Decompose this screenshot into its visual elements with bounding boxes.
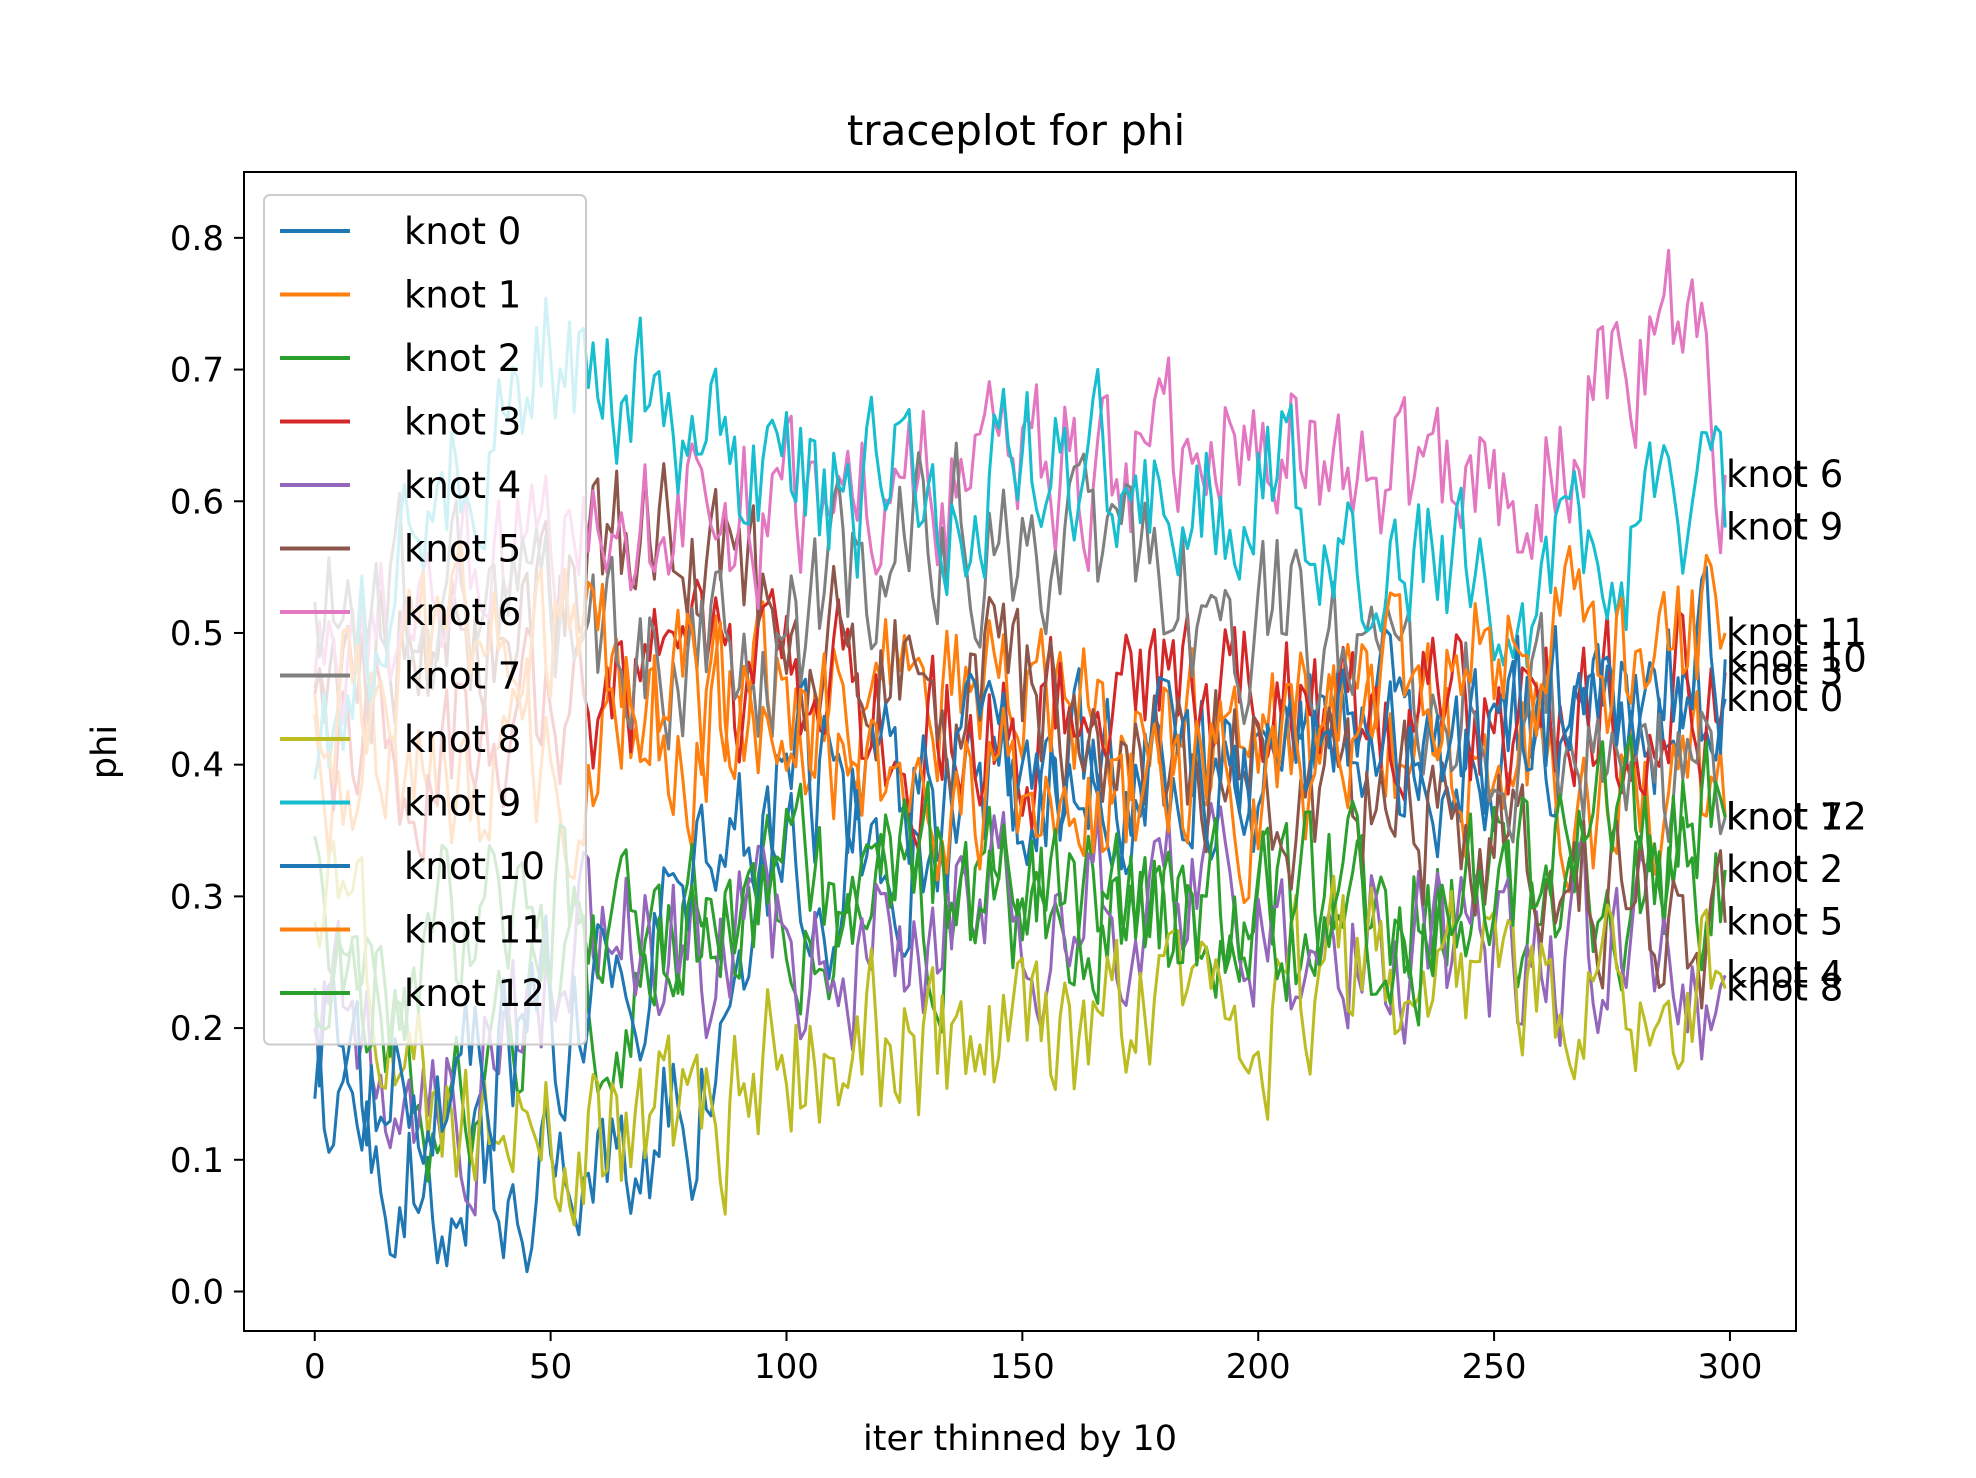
y-tick-label: 0.2 — [170, 1009, 224, 1049]
end-label-knot-6: knot 6 — [1726, 453, 1843, 496]
end-label-knot-11: knot 11 — [1726, 611, 1867, 654]
plot-frame — [243, 171, 1797, 1332]
y-tick-label: 0.5 — [170, 614, 224, 654]
end-label-knot-1: knot 1 — [1726, 795, 1843, 838]
chart-title: traceplot for phi — [847, 106, 1185, 155]
y-tick-label: 0.1 — [170, 1141, 224, 1181]
end-label-knot-5: knot 5 — [1726, 901, 1843, 944]
y-axis: 0.0 0.1 0.2 0.3 0.4 0.5 0.6 0.7 0.8 — [170, 219, 244, 1312]
x-tick-label: 100 — [754, 1347, 819, 1387]
x-tick-label: 0 — [304, 1347, 326, 1387]
end-label-knot-0: knot 0 — [1726, 677, 1843, 720]
legend-label-knot-8: knot 8 — [404, 718, 521, 761]
legend-label-knot-9: knot 9 — [404, 782, 521, 825]
legend-label-knot-11: knot 11 — [404, 909, 545, 952]
x-tick-label: 50 — [529, 1347, 572, 1387]
y-tick-label: 0.4 — [170, 746, 224, 786]
end-label-knot-10: knot 10 — [1726, 637, 1867, 680]
legend-label-knot-5: knot 5 — [404, 528, 521, 571]
legend-label-knot-1: knot 1 — [404, 274, 521, 317]
legend-label-knot-6: knot 6 — [404, 591, 521, 634]
legend: knot 0 knot 1 knot 2 knot 3 knot 4 knot 5 knot… — [263, 194, 587, 1046]
end-label-knot-7: knot 7 — [1726, 795, 1843, 838]
end-label-knot-4: knot 4 — [1726, 953, 1843, 996]
legend-label-knot-10: knot 10 — [404, 845, 545, 888]
x-axis-label: iter thinned by 10 — [863, 1419, 1177, 1459]
legend-label-knot-0: knot 0 — [404, 210, 521, 253]
x-tick-label: 300 — [1698, 1347, 1763, 1387]
legend-box — [263, 194, 587, 1046]
x-tick-label: 150 — [990, 1347, 1055, 1387]
end-label-knot-8: knot 8 — [1726, 967, 1843, 1010]
y-tick-label: 0.0 — [170, 1272, 224, 1312]
y-tick-label: 0.8 — [170, 219, 224, 259]
end-label-knot-12: knot 12 — [1726, 795, 1867, 838]
y-axis-label: phi — [85, 725, 125, 779]
series-line-knot-8 — [313, 840, 1727, 1227]
legend-label-knot-4: knot 4 — [404, 464, 521, 507]
x-tick-label: 200 — [1226, 1347, 1291, 1387]
end-labels: knot 0 knot 1 knot 2 knot 3 knot 4 knot 5 knot… — [1726, 453, 1867, 1010]
y-tick-label: 0.3 — [170, 877, 224, 917]
legend-label-knot-2: knot 2 — [404, 337, 521, 380]
end-label-knot-9: knot 9 — [1726, 506, 1843, 549]
end-label-knot-2: knot 2 — [1726, 848, 1843, 891]
x-axis: 0 50 100 150 200 250 300 — [304, 1331, 1762, 1387]
legend-label-knot-12: knot 12 — [404, 972, 545, 1015]
legend-label-knot-3: knot 3 — [404, 401, 521, 444]
y-tick-label: 0.6 — [170, 482, 224, 522]
end-label-knot-3: knot 3 — [1726, 650, 1843, 693]
legend-label-knot-7: knot 7 — [404, 655, 521, 698]
x-tick-label: 250 — [1462, 1347, 1527, 1387]
y-tick-label: 0.7 — [170, 351, 224, 391]
